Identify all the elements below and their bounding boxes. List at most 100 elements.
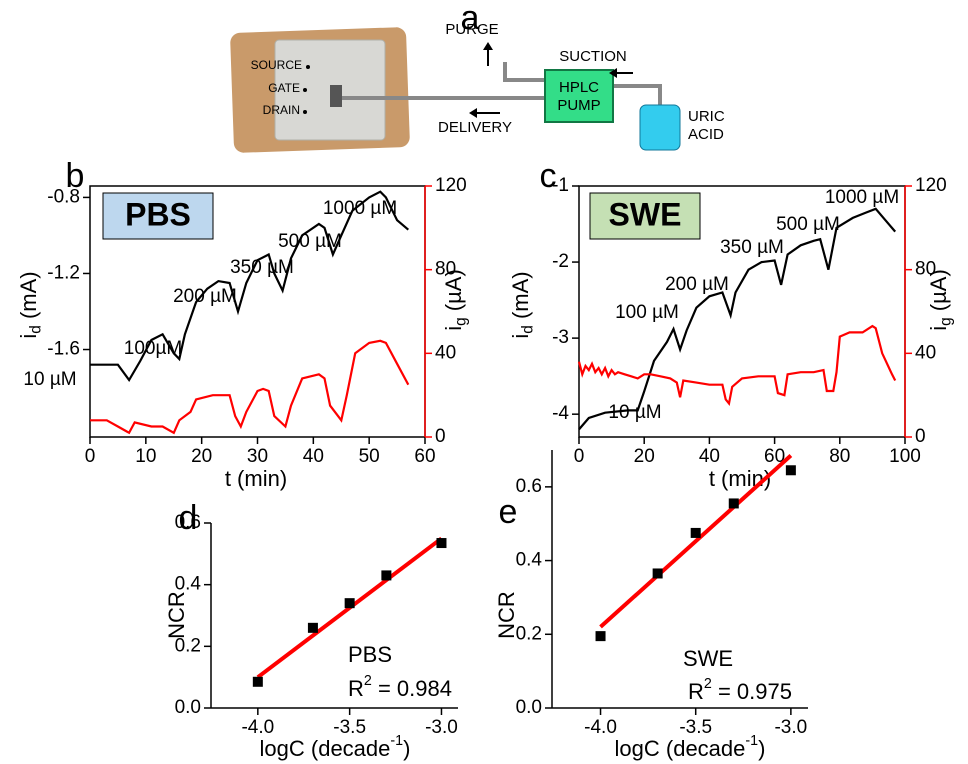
y-tick-label: 0.4 — [175, 574, 202, 595]
y-tick-label: -3 — [552, 327, 569, 348]
arrow-head — [483, 42, 493, 50]
fit-label-tail: = 0.975 — [712, 679, 792, 704]
annotation: 10 µM — [608, 402, 661, 423]
y-axis-label-main: NCR — [494, 591, 519, 639]
fit-label-sup: 2 — [364, 673, 372, 689]
arrow-head — [469, 108, 477, 118]
y-axis-label: id (mA) — [16, 271, 45, 338]
y-tick-label: -1 — [552, 175, 569, 196]
y2-axis-label: ig (µA) — [926, 269, 955, 331]
y-axis-label-tail: (mA) — [16, 271, 41, 325]
x-axis-label-sup: -1 — [390, 733, 403, 749]
x-tick-label: -4.0 — [241, 717, 274, 738]
annotation: 350 µM — [230, 257, 294, 278]
y2-axis-label-tail: (µA) — [441, 269, 466, 317]
reservoir-label: ACID — [688, 126, 724, 143]
fit-label: R2 = 0.984 — [348, 673, 452, 701]
y-tick-label: 0.2 — [516, 623, 542, 644]
annotation: 500 µM — [776, 214, 840, 235]
x-axis-label: t (min) — [225, 466, 287, 491]
x-tick-label: 40 — [699, 446, 720, 467]
pump-label: HPLC — [559, 79, 599, 96]
point — [436, 538, 447, 549]
x-tick-label: 80 — [829, 446, 850, 467]
series-line — [90, 190, 410, 383]
y-tick-label: 0.6 — [516, 476, 542, 497]
y-axis-label-main: NCR — [164, 591, 189, 639]
y-axis-label: NCR — [164, 591, 189, 639]
y-tick-label: -0.8 — [47, 186, 80, 207]
y-axis-label-tail: (mA) — [508, 271, 533, 325]
fit-label: R2 = 0.975 — [688, 676, 792, 704]
x-axis-label-main: logC (decade — [260, 736, 391, 761]
x-tick-label: 10 — [135, 446, 156, 467]
fit-label-sup: 2 — [704, 676, 712, 692]
annotation: SWE — [683, 646, 733, 671]
x-tick-label: 20 — [634, 446, 655, 467]
reservoir-label: URIC — [688, 108, 725, 125]
y-axis-label: id (mA) — [508, 271, 537, 338]
x-axis-label: t (min) — [709, 466, 771, 491]
point — [595, 631, 606, 642]
point — [307, 622, 318, 633]
dot — [303, 110, 307, 114]
x-axis-label: logC (decade-1) — [260, 733, 411, 761]
y-tick-label: -1.6 — [47, 339, 80, 360]
y2-tick-label: 40 — [915, 342, 936, 363]
y-axis-label: NCR — [494, 591, 519, 639]
y2-axis-label-main: i — [441, 326, 466, 331]
y-axis-label-main: i — [508, 334, 533, 339]
x-tick-label: -3.0 — [774, 717, 807, 738]
x-tick-label: 20 — [191, 446, 212, 467]
y-tick-label: 0.0 — [175, 697, 201, 718]
series-line — [577, 324, 897, 407]
x-tick-label: 30 — [247, 446, 268, 467]
gate-label: GATE — [268, 81, 300, 95]
annotation: 200 µM — [173, 286, 237, 307]
label-box-text: PBS — [125, 196, 191, 232]
beaker — [639, 104, 681, 151]
y2-axis-label-tail: (µA) — [926, 269, 951, 317]
panel-letter: a — [461, 0, 480, 37]
y-tick-label: -1.2 — [47, 262, 80, 283]
x-axis-label-main: logC (decade — [615, 736, 746, 761]
label-box-text: SWE — [609, 196, 682, 232]
x-tick-label: -3.0 — [425, 717, 458, 738]
delivery-label: DELIVERY — [438, 119, 512, 136]
label-box — [589, 192, 701, 240]
y2-tick-label: 80 — [915, 259, 936, 280]
source-label: SOURCE — [251, 58, 302, 72]
arrow-head — [609, 68, 617, 78]
y-tick-label: 0.0 — [516, 697, 542, 718]
dot — [303, 88, 307, 92]
annotation: 350 µM — [720, 237, 784, 258]
purge-label: PURGE — [445, 21, 498, 38]
y-tick-label: -2 — [552, 251, 569, 272]
y-tick-label: 0.2 — [175, 635, 201, 656]
purge-pipe — [503, 62, 545, 82]
point — [690, 527, 701, 538]
point — [785, 465, 796, 476]
point — [344, 598, 355, 609]
annotation: 500 µM — [278, 231, 342, 252]
annotation: PBS — [348, 642, 392, 667]
annotation: 100µM — [124, 338, 182, 359]
x-tick-label: 100 — [889, 446, 921, 467]
fit-label-main: R — [688, 679, 704, 704]
y-tick-label: -4 — [552, 403, 569, 424]
channel — [330, 85, 342, 107]
x-tick-label: 60 — [764, 446, 785, 467]
y2-axis-label-sub: g — [453, 317, 470, 326]
x-tick-label: 0 — [85, 446, 96, 467]
point — [381, 570, 392, 581]
y-tick-label: 0.6 — [175, 512, 201, 533]
pump-label: PUMP — [557, 97, 600, 114]
y2-axis-label-main: i — [926, 326, 951, 331]
panel-letter: d — [179, 499, 198, 537]
fit-label-tail: = 0.984 — [372, 676, 452, 701]
fit-line — [599, 454, 793, 629]
y-axis-label-main: i — [16, 334, 41, 339]
annotation: 100 µM — [615, 302, 679, 323]
